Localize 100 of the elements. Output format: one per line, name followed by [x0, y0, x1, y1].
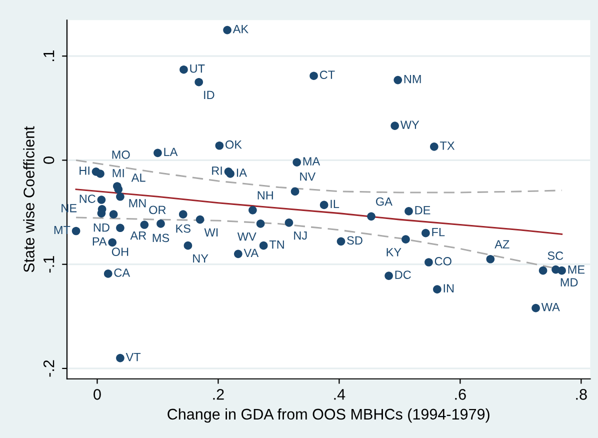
annotation: TX	[440, 142, 455, 150]
point	[538, 266, 548, 275]
annotation: MS	[152, 234, 170, 242]
annotation: VT	[126, 352, 141, 362]
annotation: AL	[131, 174, 146, 182]
point	[284, 218, 294, 227]
annotation: NV	[300, 172, 316, 181]
annotation: HI	[80, 166, 90, 175]
annotation: WA	[541, 302, 560, 312]
point	[104, 270, 112, 278]
annotation: NY	[193, 254, 208, 262]
annotation: DC	[395, 270, 411, 279]
annotation: WI	[204, 228, 218, 236]
annotation: ID	[204, 90, 214, 99]
annotation: VA	[244, 248, 259, 257]
point	[422, 228, 430, 238]
annotation: CA	[114, 268, 130, 277]
point	[430, 142, 438, 151]
annotation: SC	[548, 252, 564, 260]
point	[116, 354, 124, 362]
point	[180, 65, 188, 74]
annotation: NC	[80, 194, 96, 203]
point	[390, 122, 400, 130]
annotation: NM	[404, 74, 421, 84]
annotation: OK	[226, 140, 242, 149]
annotation: UT	[190, 64, 205, 73]
annotation: AR	[130, 231, 146, 240]
point	[114, 185, 123, 194]
x-tick-label: 0	[94, 388, 101, 400]
x-tick-label: .8	[576, 388, 587, 400]
point	[404, 207, 413, 216]
annotation: MI	[112, 169, 124, 178]
annotation: TN	[269, 240, 284, 249]
annotation: KS	[176, 224, 190, 233]
annotation: WV	[237, 232, 256, 241]
point	[234, 250, 242, 258]
y-tick-label: 0	[43, 156, 54, 164]
annotation: NH	[258, 191, 273, 200]
y-tick-label: -.2	[43, 360, 54, 377]
annotation: AK	[232, 24, 248, 34]
point	[486, 254, 495, 264]
y-axis-title: State wise Coefficient	[23, 126, 34, 272]
annotation: FL	[432, 228, 445, 236]
point	[109, 210, 118, 219]
point	[96, 170, 104, 178]
annotation: CO	[434, 257, 452, 266]
point	[394, 76, 402, 84]
annotation: MO	[112, 150, 130, 159]
point	[178, 210, 188, 219]
point	[97, 196, 106, 204]
y-tick-label: -.1	[44, 256, 54, 273]
point	[367, 212, 376, 221]
point	[402, 235, 410, 244]
annotation: CT	[320, 70, 335, 80]
point	[532, 304, 540, 312]
point	[336, 237, 346, 246]
point	[223, 26, 232, 34]
point	[140, 220, 149, 229]
annotation: MA	[303, 157, 320, 166]
annotation: WY	[400, 120, 420, 129]
point	[558, 266, 566, 275]
annotation: RI	[212, 166, 222, 175]
annotation: MN	[129, 199, 146, 208]
point	[320, 200, 328, 210]
annotation: ME	[568, 266, 585, 274]
x-tick-label: .4	[334, 389, 346, 400]
point	[424, 258, 433, 266]
y-tick-label: .1	[44, 50, 54, 62]
x-tick-label: .6	[455, 388, 466, 400]
x-axis-title: Change in GDA from OOS MBHCs (1994-1979)	[168, 408, 490, 423]
point	[116, 192, 124, 201]
point	[154, 148, 162, 158]
annotation: KY	[386, 248, 402, 256]
annotation: PA	[92, 237, 107, 246]
annotation: OR	[149, 206, 166, 214]
annotation: AZ	[494, 240, 510, 248]
annotation: ND	[94, 223, 110, 232]
annotation: SD	[347, 236, 362, 245]
annotation: MD	[560, 278, 578, 286]
annotation: IA	[236, 168, 247, 177]
x-tick-label: .2	[213, 388, 224, 400]
point	[256, 220, 265, 228]
point	[215, 141, 224, 150]
point	[310, 72, 318, 80]
annotation: GA	[376, 197, 392, 206]
point	[433, 285, 442, 294]
annotation: DE	[415, 206, 430, 214]
point	[116, 224, 124, 232]
annotation: LA	[164, 148, 178, 156]
annotation: IL	[330, 200, 340, 208]
point	[156, 220, 165, 228]
annotation: OH	[112, 248, 128, 256]
point	[108, 238, 117, 247]
point	[72, 226, 80, 236]
annotation: IN	[444, 284, 454, 292]
point	[292, 158, 302, 166]
point	[384, 272, 393, 280]
point	[248, 206, 257, 214]
point	[194, 78, 204, 86]
point	[196, 215, 204, 224]
